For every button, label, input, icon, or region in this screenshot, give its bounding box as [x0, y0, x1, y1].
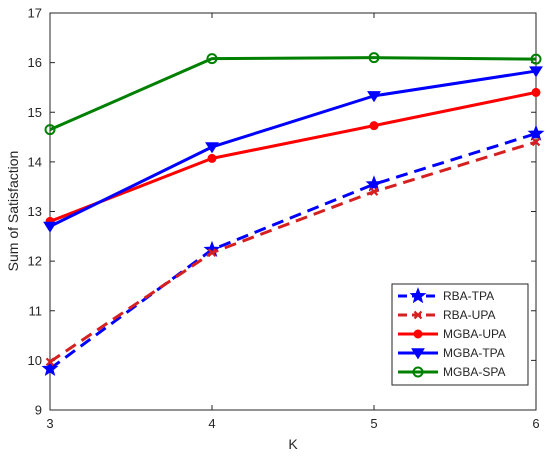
circle-marker	[369, 121, 379, 131]
y-tick-label: 11	[29, 303, 43, 318]
x-marker	[369, 187, 379, 196]
open-circle-marker	[44, 124, 56, 136]
circle-marker	[413, 329, 423, 339]
x-marker	[207, 248, 217, 257]
series-line	[49, 90, 537, 223]
legend-item: RBA-UPA	[398, 308, 495, 322]
open-circle-marker	[368, 52, 380, 64]
x-marker	[413, 310, 423, 320]
x-tick-label: 4	[208, 416, 215, 431]
y-tick-label: 17	[28, 6, 42, 21]
circle-marker	[207, 153, 217, 163]
open-circle-marker	[206, 53, 218, 65]
legend-label: RBA-UPA	[443, 308, 495, 322]
legend-label: RBA-TPA	[443, 289, 494, 303]
triangle-marker	[411, 348, 425, 360]
y-tick-label: 15	[28, 105, 42, 120]
x-tick-label: 6	[532, 416, 539, 431]
y-tick-label: 16	[28, 55, 42, 70]
axis-ticks: 3 4 5 6 9 10 11 12 13 14 15 16 17	[28, 6, 540, 432]
series-rba-tpa	[41, 124, 545, 377]
legend-item: MGBA-TPA	[398, 346, 505, 360]
x-marker	[45, 357, 55, 367]
star-marker	[365, 175, 383, 192]
legend-item: MGBA-SPA	[398, 365, 505, 379]
series-line	[49, 140, 537, 364]
legend-label: MGBA-UPA	[443, 327, 506, 341]
series-layer	[41, 52, 545, 377]
series-mgba-spa	[44, 52, 542, 136]
series-line	[49, 69, 537, 228]
open-circle-marker	[412, 366, 424, 378]
legend-label: MGBA-TPA	[443, 346, 505, 360]
x-tick-label: 5	[370, 416, 377, 431]
y-tick-label: 14	[28, 154, 42, 169]
x-axis-title: K	[288, 436, 298, 452]
y-axis-title: Sum of Satisfaction	[5, 151, 21, 272]
y-tick-label: 12	[28, 254, 42, 269]
circle-marker	[531, 87, 541, 97]
series-rba-upa	[45, 137, 541, 367]
triangle-marker	[43, 221, 57, 233]
y-tick-label: 13	[28, 204, 42, 219]
legend-item: MGBA-UPA	[398, 327, 506, 341]
legend: RBA-TPA RBA-UPA MGBA-UPA MGBA-TPA MGBA-SPA	[391, 283, 529, 386]
triangle-marker	[529, 66, 543, 78]
legend-item: RBA-TPA	[398, 287, 494, 304]
triangle-marker	[367, 91, 381, 103]
legend-label: MGBA-SPA	[443, 365, 505, 379]
x-marker	[531, 137, 541, 147]
y-tick-label: 9	[35, 403, 42, 418]
triangle-marker	[205, 142, 219, 154]
star-marker	[409, 287, 427, 304]
series-mgba-tpa	[43, 66, 543, 233]
x-tick-label: 3	[46, 416, 53, 431]
open-circle-marker	[530, 53, 542, 65]
y-tick-label: 10	[28, 353, 42, 368]
series-line	[49, 56, 537, 131]
series-line	[49, 132, 537, 371]
star-marker	[527, 124, 545, 141]
star-marker	[41, 359, 59, 377]
series-mgba-upa	[45, 87, 541, 226]
